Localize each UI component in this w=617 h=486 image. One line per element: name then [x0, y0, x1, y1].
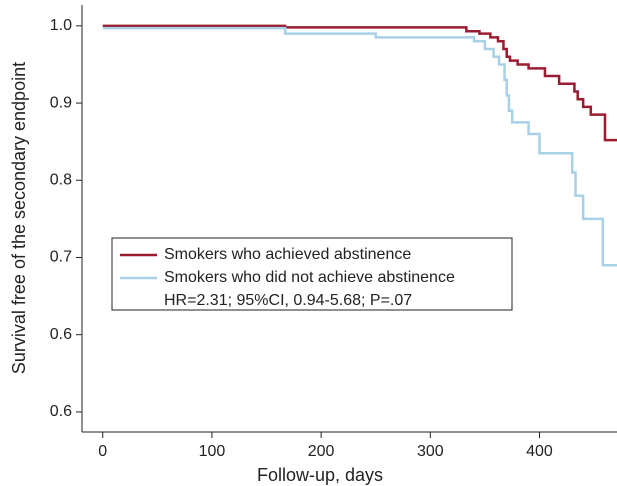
x-tick-label: 0 [98, 443, 107, 460]
y-tick-label: 0.6 [50, 326, 72, 343]
y-tick-label: 1.0 [50, 17, 72, 34]
y-axis-label: Survival free of the secondary endpoint [9, 62, 29, 374]
survival-curve [102, 26, 617, 267]
legend-box [111, 237, 513, 311]
y-tick-label: 0.8 [50, 171, 72, 188]
x-tick-label: 100 [199, 443, 226, 460]
legend-label: Smokers who achieved abstinence [164, 246, 411, 263]
x-axis-label: Follow-up, days [257, 465, 383, 485]
y-tick-label: 0.6 [50, 403, 72, 420]
legend-label: Smokers who did not achieve abstinence [164, 269, 455, 286]
x-tick-label: 300 [417, 443, 444, 460]
survival-curve [102, 24, 617, 142]
y-tick-label: 0.9 [50, 94, 72, 111]
y-tick-label: 0.7 [50, 249, 72, 266]
x-tick-label: 400 [526, 443, 553, 460]
x-tick-label: 200 [308, 443, 335, 460]
annotation: HR=2.31; 95%CI, 0.94-5.68; P=.07 [164, 292, 412, 309]
